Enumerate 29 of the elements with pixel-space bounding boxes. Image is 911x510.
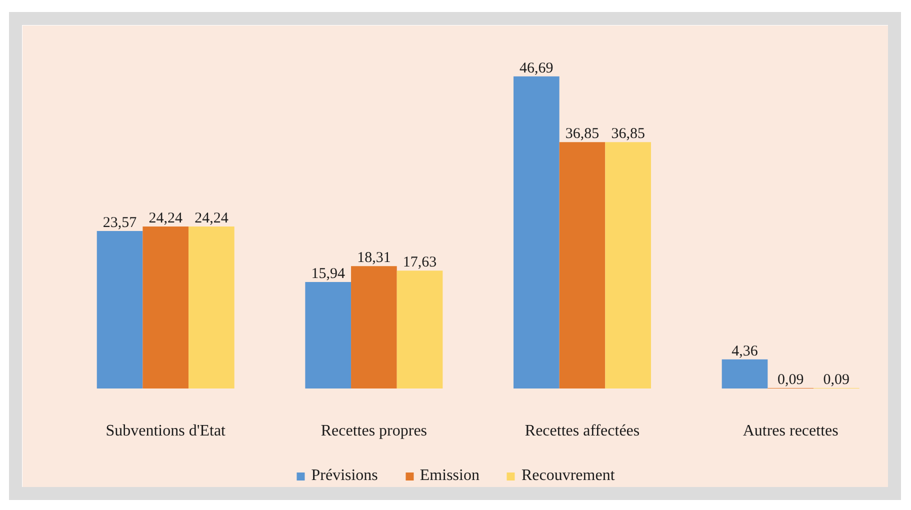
bar — [559, 142, 606, 389]
data-label: 17,63 — [402, 254, 437, 271]
bar — [605, 142, 652, 389]
data-label: 0,09 — [823, 372, 850, 388]
data-label: 4,36 — [732, 343, 758, 360]
data-label: 36,85 — [565, 126, 600, 142]
data-label: 18,31 — [357, 250, 391, 266]
data-label: 24,24 — [148, 210, 183, 226]
bar — [396, 270, 443, 389]
bar — [514, 76, 560, 389]
bar — [722, 359, 768, 389]
bar — [305, 282, 352, 389]
bar — [188, 226, 234, 389]
x-tick-label: Autres recettes — [742, 422, 838, 440]
bar — [351, 266, 397, 389]
data-label: 46,69 — [520, 60, 554, 76]
x-tick-label: Recettes affectées — [524, 422, 640, 440]
data-label: 36,85 — [611, 126, 645, 142]
bar — [96, 230, 143, 389]
data-label: 24,24 — [194, 210, 229, 226]
x-tick-label: Recettes propres — [320, 422, 428, 440]
data-label: 15,94 — [311, 266, 346, 282]
legend-label: Recouvrement — [521, 467, 615, 485]
data-label: 0,09 — [777, 372, 804, 388]
legend-label: Emission — [420, 467, 480, 485]
bar — [142, 226, 189, 389]
legend-label: Prévisions — [311, 467, 378, 485]
x-tick-label: Subventions d'Etat — [106, 422, 226, 440]
data-label: 23,57 — [102, 214, 138, 231]
